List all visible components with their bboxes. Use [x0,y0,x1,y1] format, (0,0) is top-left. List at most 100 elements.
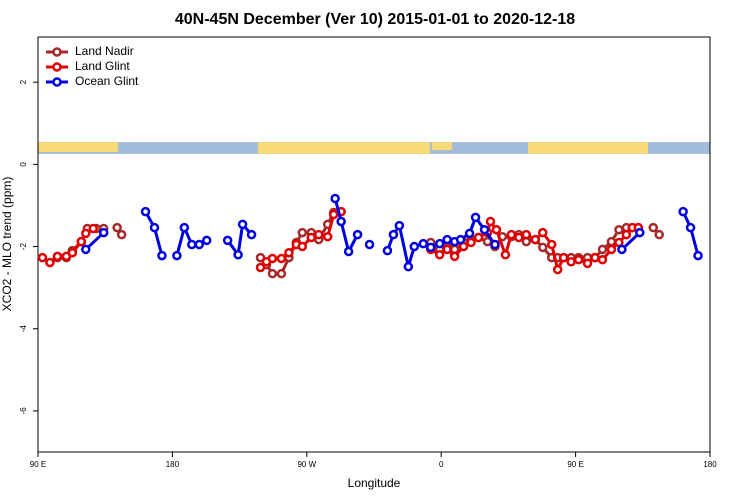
data-point [521,229,532,240]
data-point [558,252,569,263]
data-point [490,239,500,250]
data-point [491,224,502,235]
data-point [297,227,308,238]
data-point [45,257,55,268]
data-point [313,229,324,240]
data-point [537,227,548,238]
data-point [506,229,517,240]
data-point [485,216,496,227]
data-point [470,212,481,223]
series [81,193,703,272]
data-point [201,235,212,246]
data-point [81,228,91,239]
data-point [330,193,340,204]
data-point [322,231,333,242]
data-point [297,241,308,252]
x-tick-label: 90 W [297,460,316,469]
data-point [473,232,484,243]
data-point [500,250,511,260]
data-point [482,236,493,247]
data-point [418,238,429,249]
x-tick-label: 90 E [567,460,583,469]
y-axis-label: XCO2 - MLO trend (ppm) [0,177,14,312]
data-point [409,241,420,252]
data-point [149,222,160,233]
data-point [566,257,576,267]
data-point [81,244,91,255]
data-point [157,250,167,261]
x-tick-label: 90 E [30,460,46,469]
data-point [140,206,151,217]
data-point [685,222,696,233]
data-point [276,268,287,279]
data-point [194,239,205,250]
data-point [606,236,617,247]
series [52,207,664,279]
data-point [394,220,405,231]
data-point [276,253,287,264]
data-point [267,253,278,264]
legend-label: Land Nadir [75,44,134,58]
x-tick-label: 180 [703,460,717,469]
data-point [621,229,632,240]
data-point [514,232,524,243]
data-point [343,246,354,257]
y-tick-label: -6 [19,407,28,415]
legend-marker [52,77,62,87]
data-point [530,234,541,245]
data-point [479,224,490,235]
data-point [246,229,257,240]
map-strip [38,142,710,154]
data-point [617,244,627,255]
y-tick-label: -2 [19,242,28,250]
data-point [635,227,645,238]
data-point [352,229,363,240]
data-point [284,247,294,258]
data-point [88,223,99,234]
x-axis-label: Longitude [348,476,401,490]
data-point [614,224,624,235]
chart-title: 40N-45N December (Ver 10) 2015-01-01 to … [175,11,575,28]
data-point [464,228,475,239]
y-tick-label: -4 [19,325,28,333]
plot-frame [37,36,711,453]
data-point [552,264,563,275]
data-point [237,219,248,230]
x-tick-label: 0 [439,460,444,469]
data-point [388,229,399,240]
data-point [403,261,414,272]
data-point [76,236,87,247]
data-point [466,237,476,248]
data-point [434,238,445,249]
data-point [306,232,317,243]
data-point [255,252,266,263]
data-point [382,245,393,256]
data-point [573,254,584,265]
data-point [172,250,182,261]
data-point [537,242,548,253]
data-point [582,258,593,269]
data-point [67,247,78,258]
y-tick-label: 0 [19,162,28,167]
data-point [606,244,617,255]
data-point [364,239,375,250]
legend-label: Land Glint [75,59,130,73]
data-point [597,244,608,255]
data-point [233,250,243,260]
data-point [654,229,664,240]
data-point [328,209,339,220]
data-point [678,206,688,217]
data-point [52,251,63,262]
legend-marker [52,62,62,72]
data-point [442,234,452,245]
x-tick-label: 180 [166,460,180,469]
legend-label: Ocean Glint [75,74,139,88]
data-point [336,216,346,227]
data-point [455,234,466,245]
y-tick-label: 2 [19,79,28,84]
data-point [187,239,197,250]
data-point [449,251,460,262]
data-point [222,235,233,246]
data-point [442,244,452,255]
